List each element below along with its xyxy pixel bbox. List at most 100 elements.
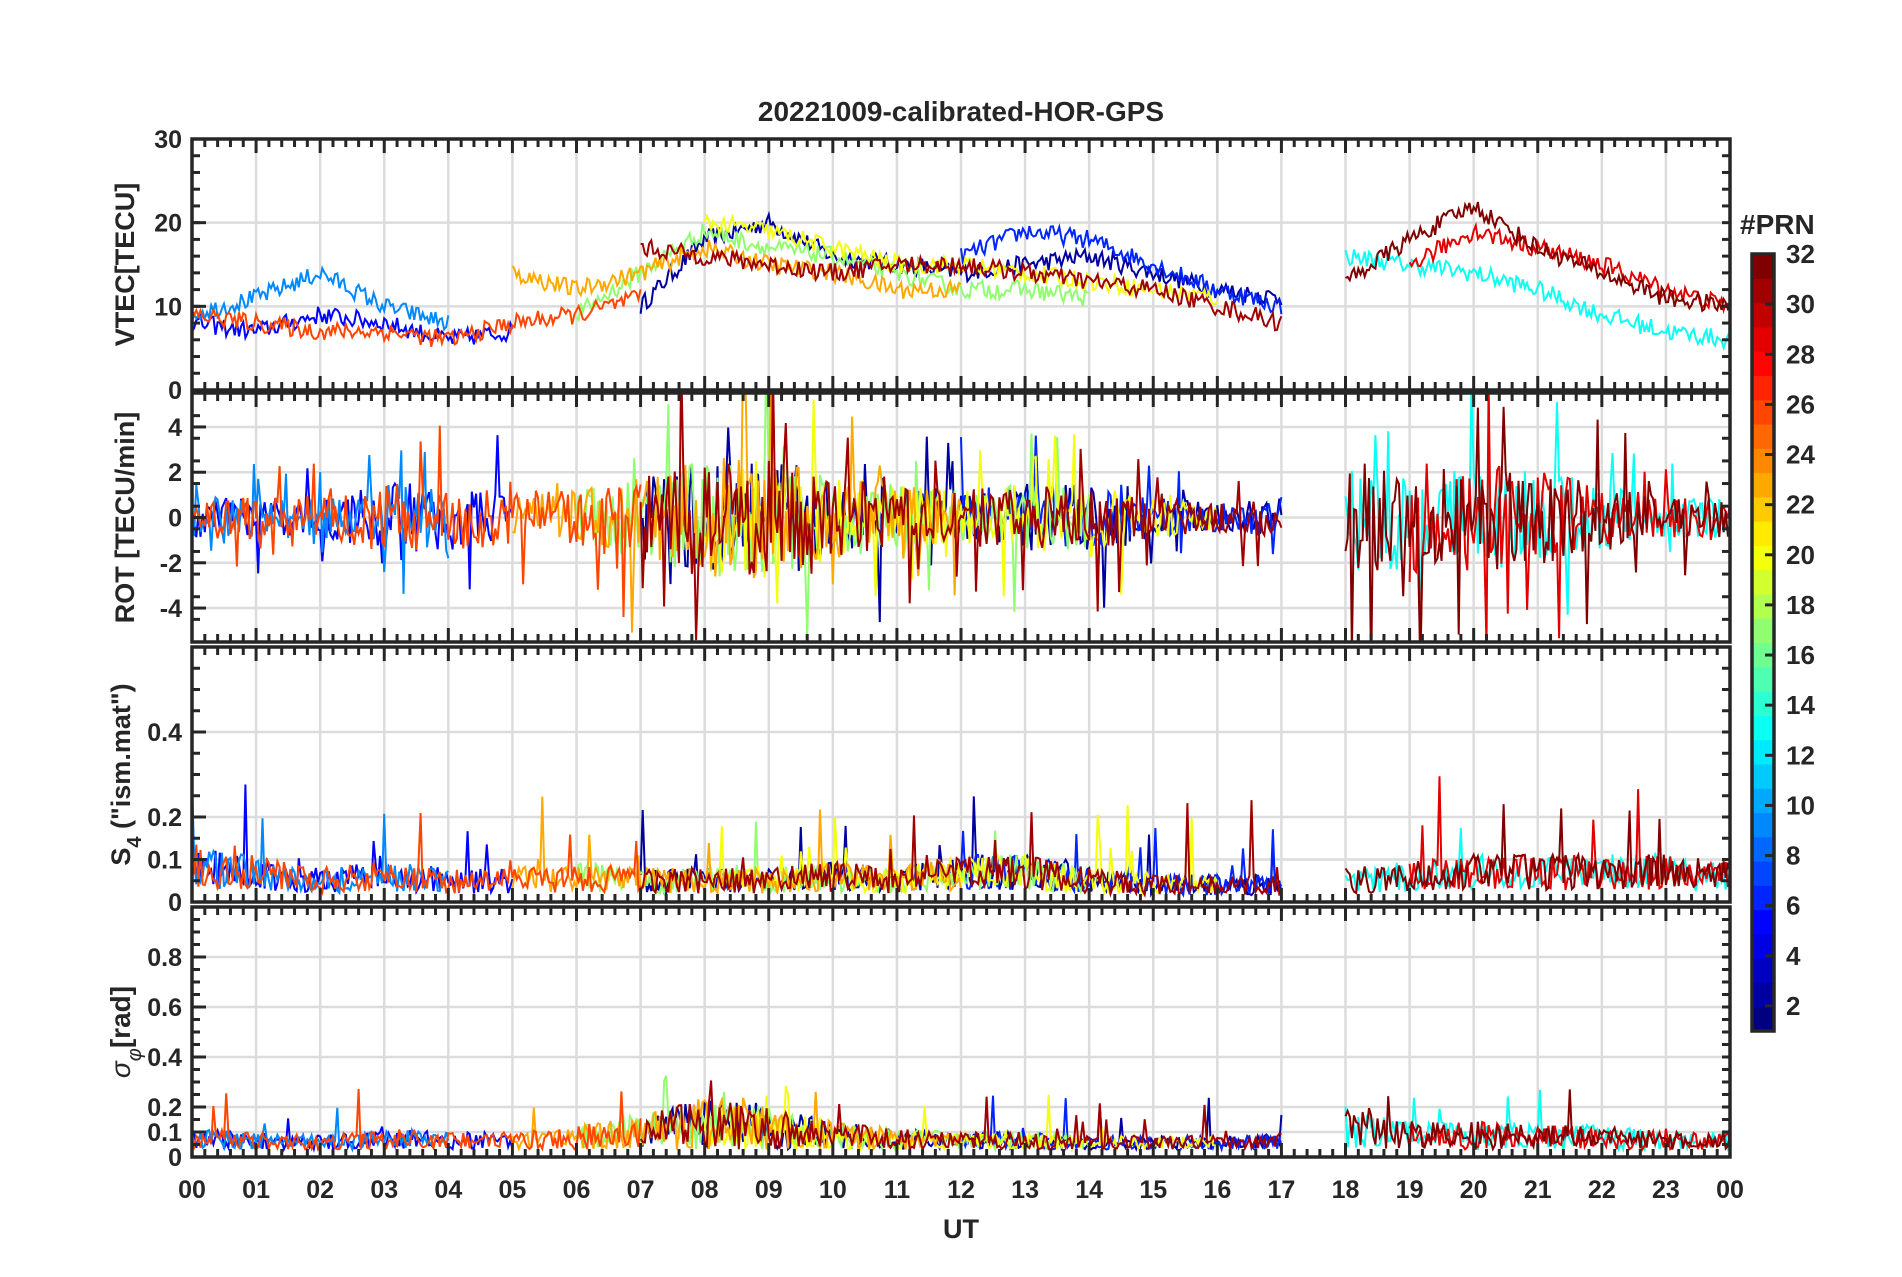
series-line-prn-32 <box>1344 406 1730 642</box>
series-line-prn-5 <box>192 784 514 896</box>
series-line-prn-31 <box>640 237 1283 332</box>
axes-frame <box>190 645 1732 904</box>
colorbar-swatch <box>1752 861 1774 886</box>
x-tick-label: 01 <box>242 1176 270 1204</box>
colorbar-swatch <box>1752 545 1774 571</box>
axes-frame <box>190 391 1732 644</box>
axes-frame <box>190 905 1732 1159</box>
colorbar-label: #PRN <box>1740 209 1815 240</box>
colorbar-tick-label: 12 <box>1786 740 1815 770</box>
x-tick-label: 17 <box>1268 1176 1296 1204</box>
colorbar-swatch <box>1752 593 1774 619</box>
colorbar-tick-label: 32 <box>1786 239 1815 269</box>
colorbar-tick-label: 28 <box>1786 339 1815 369</box>
colorbar-swatch <box>1752 278 1774 304</box>
series-line-prn-13 <box>1344 393 1730 634</box>
colorbar-tick-label: 2 <box>1786 991 1800 1021</box>
colorbar-frame <box>1750 252 1776 1033</box>
y-axis-label-rot: ROT [TECU/min] <box>110 412 140 623</box>
y-tick-label: 0 <box>168 889 182 917</box>
colorbar-swatch <box>1752 569 1774 595</box>
colorbar-swatch <box>1752 448 1774 474</box>
colorbar-tick-label: 14 <box>1786 690 1815 720</box>
colorbar-tick-label: 8 <box>1786 841 1800 871</box>
colorbar-swatch <box>1752 885 1774 911</box>
y-tick-label: 0.6 <box>147 994 182 1022</box>
series-line-prn-5 <box>192 306 514 345</box>
colorbar-swatch <box>1752 496 1774 522</box>
series-group <box>192 393 1730 642</box>
x-tick-label: 00 <box>178 1176 206 1204</box>
y-tick-label: 20 <box>154 210 182 238</box>
series-line-prn-32 <box>1344 804 1730 895</box>
colorbar-swatch <box>1752 715 1774 741</box>
y-tick-label: 0.2 <box>147 804 182 832</box>
colorbar-swatch <box>1752 1006 1774 1032</box>
x-tick-label: 08 <box>691 1176 719 1204</box>
colorbar-swatch <box>1752 472 1774 498</box>
x-tick-label: 03 <box>370 1176 398 1204</box>
series-group <box>192 776 1730 898</box>
colorbar-swatch <box>1752 254 1774 279</box>
series-group <box>192 201 1730 352</box>
series-line-prn-17 <box>575 223 1090 323</box>
x-tick-label: 15 <box>1139 1176 1167 1204</box>
x-tick-label: 11 <box>884 1176 911 1204</box>
x-tick-label: 21 <box>1524 1176 1552 1204</box>
colorbar-swatch <box>1752 788 1774 814</box>
colorbar-swatch <box>1752 642 1774 668</box>
colorbar-swatch <box>1752 666 1774 692</box>
series-line-prn-29 <box>1408 393 1730 642</box>
series-line-prn-26 <box>192 425 642 618</box>
x-tick-label: 04 <box>434 1176 462 1204</box>
axes-frame <box>190 137 1732 392</box>
panel-rot: -4 -2 0 2 4 ROT [TECU/min] <box>110 391 1732 644</box>
series-line-prn-31 <box>639 393 1283 641</box>
x-tick-label: 22 <box>1588 1176 1616 1204</box>
colorbar-swatch <box>1752 763 1774 789</box>
y-tick-label: 0.1 <box>147 1119 182 1147</box>
colorbar-swatch <box>1752 812 1774 838</box>
y-tick-label: 4 <box>168 414 182 442</box>
chart-title: 20221009-calibrated-HOR-GPS <box>758 96 1164 127</box>
colorbar-swatch <box>1752 351 1774 377</box>
y-tick-label: 0 <box>168 1144 182 1172</box>
panel-s4: 0 0.1 0.2 0.4S4 ("ism.mat") <box>106 645 1732 917</box>
colorbar-swatch <box>1752 836 1774 862</box>
y-tick-label: 0.2 <box>147 1094 182 1122</box>
x-tick-label: 13 <box>1011 1176 1039 1204</box>
x-tick-label: 18 <box>1332 1176 1360 1204</box>
colorbar-tick-label: 30 <box>1786 289 1815 319</box>
panel-vtec: 0 10 20 30 VTEC[TECU] <box>110 126 1732 405</box>
panel-sigma: 00.10.2 0.4 0.6 0.8σφ[rad] <box>105 905 1732 1172</box>
series-line-prn-13 <box>1344 249 1730 352</box>
y-axis-label-s4: S4 ("ism.mat") <box>106 683 146 865</box>
colorbar-swatch <box>1752 521 1774 546</box>
x-tick-label: 06 <box>563 1176 591 1204</box>
x-tick-label: 05 <box>499 1176 527 1204</box>
x-tick-label: 10 <box>819 1176 847 1204</box>
colorbar-tick-label: 26 <box>1786 389 1815 419</box>
y-tick-label: 10 <box>154 293 182 321</box>
colorbar-swatch <box>1752 982 1774 1008</box>
y-tick-label: 0.4 <box>147 719 182 747</box>
series-line-prn-26 <box>192 1089 642 1152</box>
x-tick-label: 23 <box>1652 1176 1680 1204</box>
x-tick-label: 19 <box>1396 1176 1424 1204</box>
colorbar-swatch <box>1752 909 1774 935</box>
y-tick-label: -4 <box>160 595 182 623</box>
colorbar-swatch <box>1752 958 1774 984</box>
series-line-prn-23 <box>511 239 962 299</box>
x-tick-label: 09 <box>755 1176 783 1204</box>
y-axis-label-sigma: σφ[rad] <box>105 986 146 1078</box>
x-tick-label: 20 <box>1460 1176 1488 1204</box>
x-tick-label: 12 <box>947 1176 975 1204</box>
x-tick-label: 14 <box>1075 1176 1103 1204</box>
x-tick-label: 07 <box>627 1176 655 1204</box>
colorbar-tick-label: 22 <box>1786 490 1815 520</box>
x-tick-label: 00 <box>1716 1176 1744 1204</box>
colorbar-tick-label: 18 <box>1786 590 1815 620</box>
series-line-prn-32 <box>1345 201 1730 313</box>
